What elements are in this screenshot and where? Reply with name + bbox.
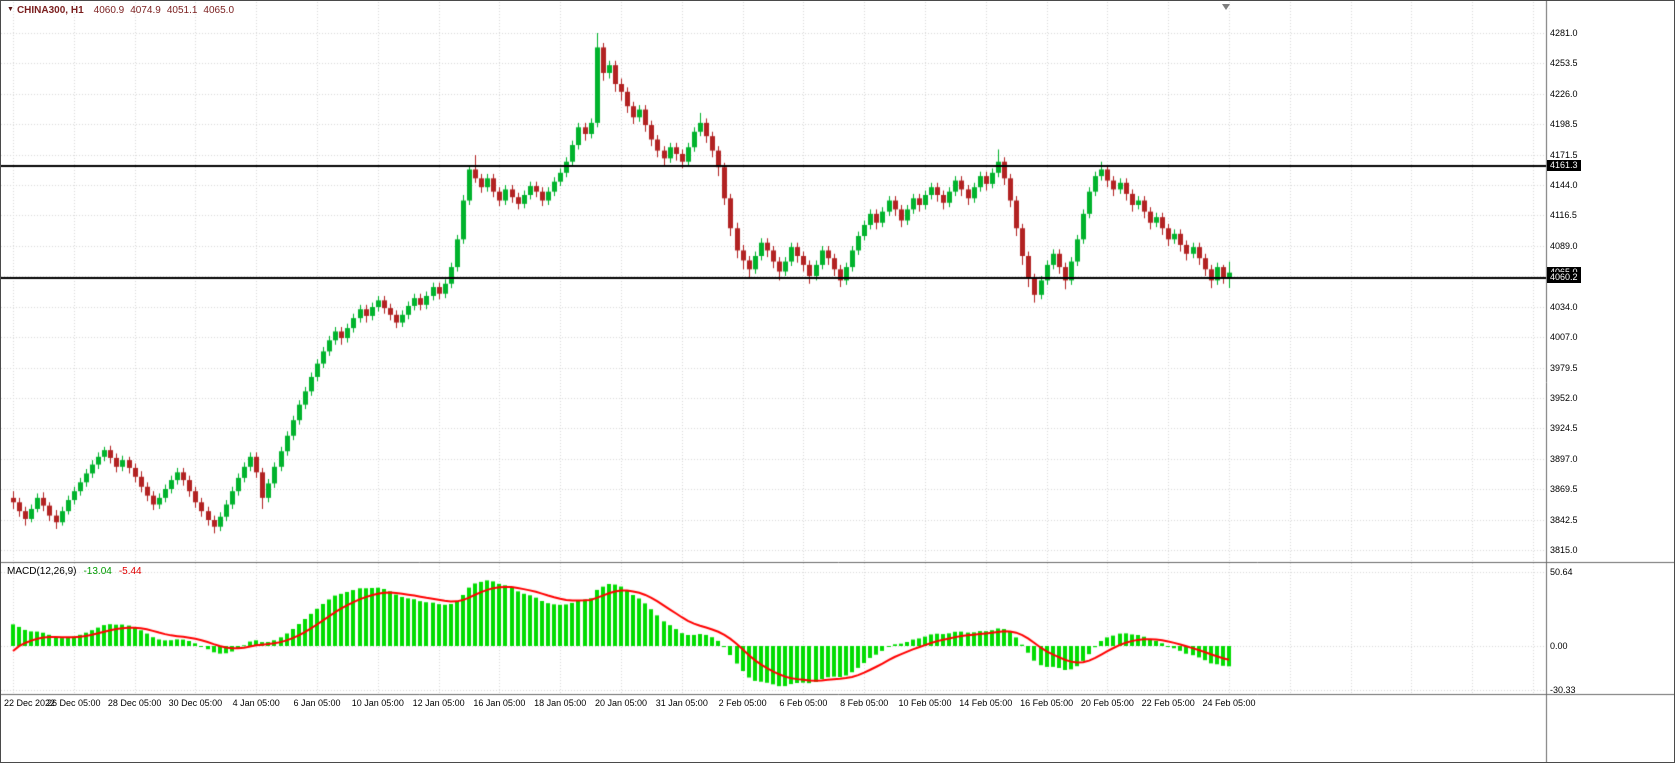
macd-axis-label: -30.33 (1550, 685, 1576, 696)
time-axis-label: 16 Feb 05:00 (1020, 698, 1074, 708)
price-axis-label: 3924.5 (1550, 423, 1578, 434)
price-axis-label: 3815.0 (1550, 545, 1578, 555)
price-axis-label: 4253.5 (1550, 58, 1578, 69)
price-axis-label: 4144.0 (1550, 180, 1578, 191)
ohlc-high-value: 4074.9 (130, 5, 161, 16)
chart-header: ▼ CHINA300, H1 4060.9 4074.9 4051.1 4065.0 (7, 4, 240, 17)
time-axis-label: 10 Jan 05:00 (351, 698, 404, 708)
time-axis-label: 6 Feb 05:00 (779, 698, 828, 708)
price-axis-label: 4007.0 (1550, 332, 1578, 343)
price-axis-label: 3952.0 (1550, 392, 1578, 403)
macd-indicator-name: MACD(12,26,9) (7, 566, 77, 577)
time-axis-label: 18 Jan 05:00 (534, 698, 587, 708)
macd-axis-label: 50.64 (1550, 567, 1573, 578)
symbol-dropdown-icon[interactable]: ▼ (7, 6, 14, 13)
time-axis-label: 10 Feb 05:00 (898, 698, 952, 708)
price-axis-label: 4089.0 (1550, 240, 1578, 251)
price-axis-label: 4171.5 (1550, 149, 1578, 160)
macd-signal-value: -5.44 (118, 566, 142, 577)
time-axis-label: 22 Dec 2022 (4, 698, 56, 708)
price-axis-label: 3897.0 (1550, 453, 1578, 464)
price-axis-label: 4226.0 (1550, 88, 1578, 99)
price-axis-label: 3979.5 (1550, 362, 1578, 373)
time-axis-label: 26 Dec 05:00 (47, 698, 101, 708)
time-axis-label: 22 Feb 05:00 (1141, 698, 1195, 708)
price-axis-label: 4034.0 (1550, 301, 1578, 312)
time-axis-label: 14 Feb 05:00 (959, 698, 1013, 708)
chart-symbol-label: CHINA300, H1 (16, 5, 84, 16)
ohlc-low-value: 4051.1 (166, 5, 198, 16)
time-axis-label: 12 Jan 05:00 (412, 698, 465, 708)
time-axis-label: 28 Dec 05:00 (107, 698, 162, 708)
price-axis-label: 4198.5 (1550, 119, 1578, 130)
price-axis-label: 4116.5 (1550, 210, 1577, 221)
ohlc-close-value: 4065.0 (203, 5, 235, 16)
price-axis-label: 3869.5 (1550, 484, 1578, 495)
price-axis-label: 3842.5 (1550, 514, 1578, 525)
hline-price-tag[interactable]: 4161.3 (1547, 159, 1581, 171)
time-axis-label: 20 Feb 05:00 (1080, 698, 1134, 708)
time-axis-label: 4 Jan 05:00 (232, 698, 280, 708)
time-axis-label: 24 Feb 05:00 (1202, 698, 1256, 708)
macd-axis-label: 0.00 (1550, 641, 1568, 651)
time-axis-label: 30 Dec 05:00 (168, 698, 223, 708)
price-axis-label: 4281.0 (1550, 28, 1578, 38)
time-axis-label: 16 Jan 05:00 (473, 698, 526, 708)
time-axis-label: 2 Feb 05:00 (718, 698, 767, 708)
ohlc-open-value: 4060.9 (93, 5, 125, 16)
chart-shift-marker-icon[interactable] (1222, 4, 1230, 10)
time-axis-label: 31 Jan 05:00 (655, 698, 708, 708)
time-axis-label: 20 Jan 05:00 (594, 698, 648, 708)
time-axis-label: 6 Jan 05:00 (293, 698, 341, 708)
macd-indicator-label: MACD(12,26,9) -13.04 -5.44 (7, 566, 142, 578)
hline-price-tag[interactable]: 4060.2 (1547, 271, 1581, 283)
time-axis-label: 8 Feb 05:00 (840, 698, 889, 708)
macd-main-value: -13.04 (83, 566, 112, 577)
